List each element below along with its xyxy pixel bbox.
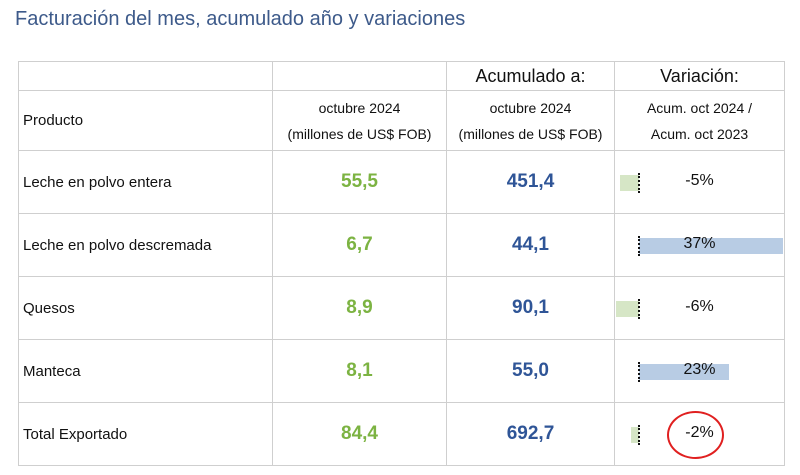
variacion-cell: -6% xyxy=(614,276,785,340)
acumulado-value: 55,0 xyxy=(446,339,615,403)
variacion-axis xyxy=(638,362,640,382)
header-mes-period: octubre 2024 xyxy=(318,99,401,116)
header-acumulado: octubre 2024 (millones de US$ FOB) xyxy=(446,90,615,151)
page-title: Facturación del mes, acumulado año y var… xyxy=(15,8,466,30)
header-row-top: Acumulado a: Variación: xyxy=(18,61,785,91)
header-mes: octubre 2024 (millones de US$ FOB) xyxy=(272,90,447,151)
header-variacion-line1: Acum. oct 2024 / xyxy=(646,99,753,116)
producto-cell: Manteca xyxy=(18,339,273,403)
table-row: Leche en polvo entera 55,5 451,4 -5% xyxy=(18,150,785,214)
header-empty-cell xyxy=(18,61,273,91)
header-acumulado-unit: (millones de US$ FOB) xyxy=(458,125,603,142)
highlight-circle xyxy=(667,411,724,459)
header-row-main: Producto octubre 2024 (millones de US$ F… xyxy=(18,90,785,151)
variacion-axis xyxy=(638,299,640,319)
variacion-value: 23% xyxy=(683,361,716,378)
producto-cell: Leche en polvo entera xyxy=(18,150,273,214)
acumulado-value: 44,1 xyxy=(446,213,615,277)
mes-value: 8,1 xyxy=(272,339,447,403)
mes-value: 84,4 xyxy=(272,402,447,466)
header-mes-unit: (millones de US$ FOB) xyxy=(287,125,432,142)
producto-cell: Quesos xyxy=(18,276,273,340)
table-row: Quesos 8,9 90,1 -6% xyxy=(18,276,785,340)
mes-value: 6,7 xyxy=(272,213,447,277)
variacion-axis xyxy=(638,425,640,445)
header-empty-cell xyxy=(272,61,447,91)
header-variacion: Acum. oct 2024 / Acum. oct 2023 xyxy=(614,90,785,151)
table-row: Leche en polvo descremada 6,7 44,1 37% xyxy=(18,213,785,277)
acumulado-value: 451,4 xyxy=(446,150,615,214)
acumulado-value: 90,1 xyxy=(446,276,615,340)
variacion-cell: 37% xyxy=(614,213,785,277)
header-producto: Producto xyxy=(18,90,273,151)
variacion-value: -5% xyxy=(685,172,714,189)
variacion-cell: -5% xyxy=(614,150,785,214)
table-row-total: Total Exportado 84,4 692,7 -2% xyxy=(18,402,785,466)
mes-value: 8,9 xyxy=(272,276,447,340)
acumulado-value: 692,7 xyxy=(446,402,615,466)
variacion-bar xyxy=(615,301,639,317)
variacion-bar xyxy=(639,238,784,254)
variacion-value: -6% xyxy=(685,298,714,315)
producto-cell: Total Exportado xyxy=(18,402,273,466)
variacion-cell: -2% xyxy=(614,402,785,466)
variacion-cell: 23% xyxy=(614,339,785,403)
variacion-bar xyxy=(619,175,639,191)
header-acumulado-period: octubre 2024 xyxy=(489,99,572,116)
variacion-bar xyxy=(639,364,729,380)
variacion-value: 37% xyxy=(683,235,716,252)
variacion-bar xyxy=(631,427,639,443)
billing-table: Acumulado a: Variación: Producto octubre… xyxy=(18,61,785,466)
header-variacion-line2: Acum. oct 2023 xyxy=(650,125,749,142)
variacion-axis xyxy=(638,173,640,193)
mes-value: 55,5 xyxy=(272,150,447,214)
producto-cell: Leche en polvo descremada xyxy=(18,213,273,277)
header-variacion-title: Variación: xyxy=(614,61,785,91)
variacion-axis xyxy=(638,236,640,256)
table-row: Manteca 8,1 55,0 23% xyxy=(18,339,785,403)
header-acumulado-title: Acumulado a: xyxy=(446,61,615,91)
